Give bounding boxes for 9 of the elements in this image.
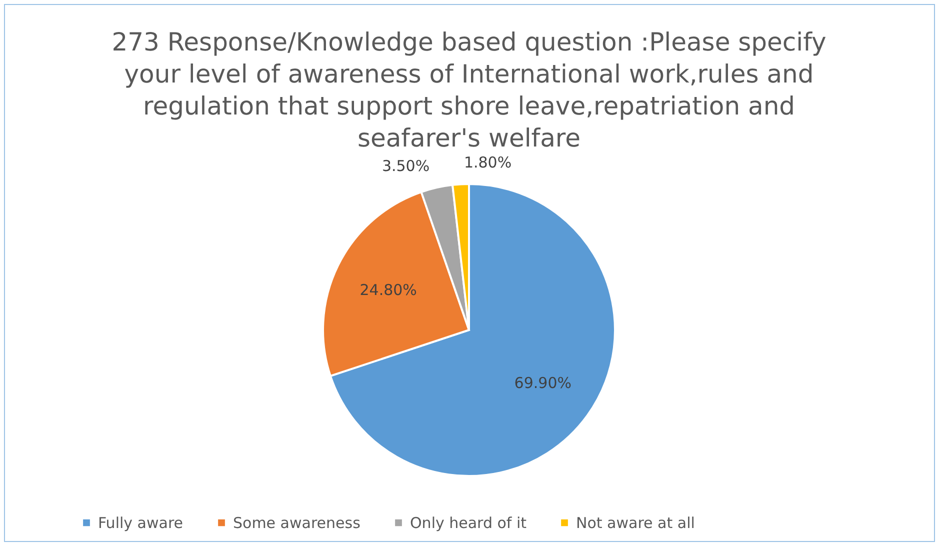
chart-title: 273 Response/Knowledge based question :Please specify your level of awareness of International work,rules and regulation that support shore leave,repatriation and seafarer's welfare [112,27,826,152]
legend-label: Fully aware [98,514,184,532]
data-label: 3.50% [382,156,430,175]
legend-label: Some awareness [233,514,361,532]
legend-label: Not aware at all [576,514,695,532]
data-label: 1.80% [464,153,512,172]
data-label: 24.80% [360,280,417,299]
legend-label: Only heard of it [410,514,527,532]
data-label: 69.90% [514,374,572,392]
